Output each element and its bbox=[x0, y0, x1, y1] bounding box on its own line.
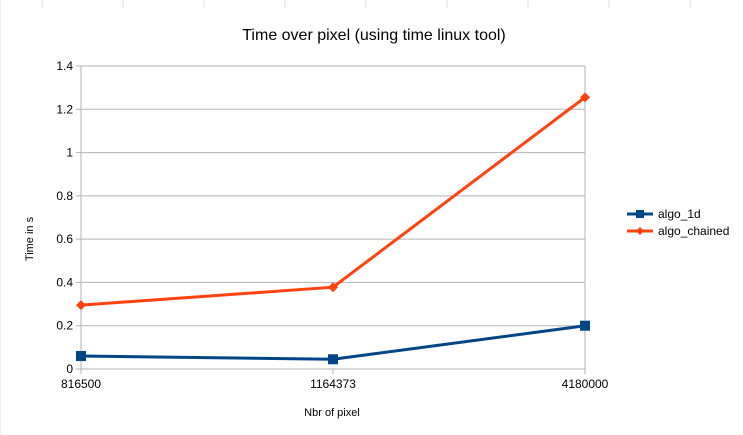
legend-item: algo_chained bbox=[627, 224, 729, 238]
legend-label: algo_1d bbox=[658, 207, 701, 221]
series-algo_1d bbox=[76, 320, 590, 365]
x-tick-label: 4180000 bbox=[562, 377, 609, 391]
y-tick-labels: 0 0.2 0.4 0.6 0.8 1 1.2 1.4 bbox=[56, 59, 73, 376]
data-point bbox=[328, 354, 338, 365]
x-tick-label: 816500 bbox=[61, 377, 101, 391]
series-algo_chained bbox=[76, 92, 590, 311]
y-tick-label: 0 bbox=[66, 362, 73, 376]
spreadsheet-background-grid bbox=[0, 0, 691, 435]
data-point bbox=[76, 300, 86, 311]
series-line bbox=[80, 324, 586, 361]
x-tick-label: 1164373 bbox=[310, 377, 356, 391]
y-tick-label: 0.4 bbox=[56, 275, 73, 289]
legend-marker bbox=[636, 210, 644, 218]
data-point bbox=[580, 92, 590, 103]
y-tick-label: 1.2 bbox=[56, 102, 73, 116]
data-point bbox=[76, 351, 86, 362]
series-line bbox=[80, 96, 586, 307]
gridlines bbox=[76, 65, 586, 374]
legend-marker bbox=[636, 227, 644, 235]
legend-item: algo_1d bbox=[627, 207, 701, 221]
y-tick-label: 1.4 bbox=[56, 59, 73, 73]
y-tick-label: 0.8 bbox=[56, 189, 73, 203]
x-tick-labels: 816500 1164373 4180000 bbox=[61, 377, 609, 391]
series bbox=[76, 92, 590, 365]
y-tick-label: 1 bbox=[66, 146, 73, 160]
legend: algo_1d algo_chained bbox=[627, 207, 729, 238]
data-point bbox=[580, 320, 590, 331]
y-tick-label: 0.2 bbox=[56, 319, 73, 333]
data-point bbox=[328, 282, 338, 293]
y-tick-label: 0.6 bbox=[56, 232, 73, 246]
legend-label: algo_chained bbox=[658, 224, 729, 238]
y-axis-title: Time in s bbox=[24, 216, 36, 261]
chart-title: Time over pixel (using time linux tool) bbox=[242, 27, 506, 44]
x-axis-title: Nbr of pixel bbox=[304, 407, 360, 419]
